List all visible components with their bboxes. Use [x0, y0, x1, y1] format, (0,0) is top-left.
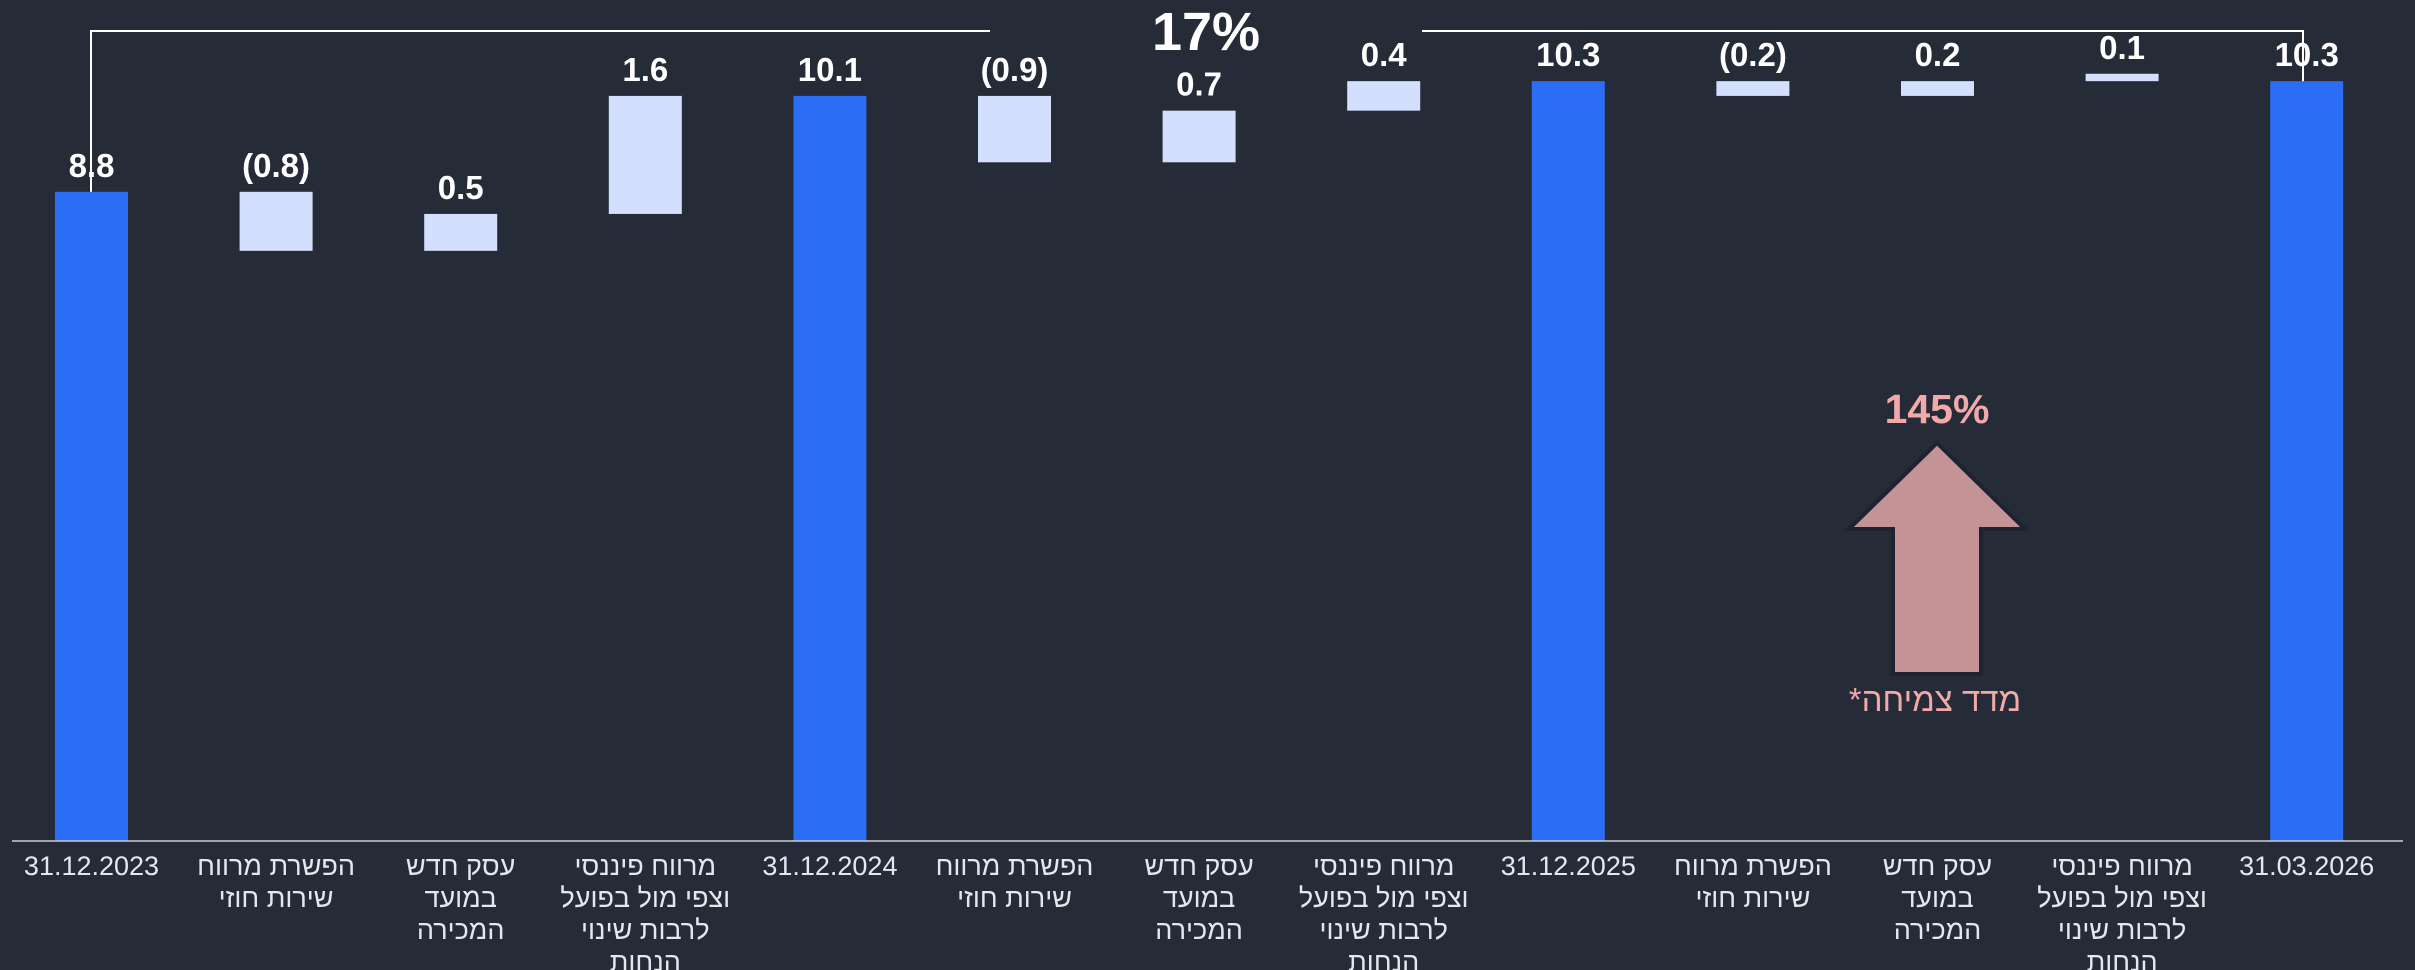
category-label: 31.12.2025 — [1501, 851, 1636, 881]
value-label: 10.3 — [2275, 36, 2339, 73]
change-bar — [1901, 81, 1974, 96]
bracket-left-line — [90, 30, 990, 262]
category-label: מרווח פיננסי וצפי מול בפועל לרבות שינוי הנח… — [2037, 851, 2207, 970]
growth-index: 145% מדד צמיחה* — [1844, 386, 2030, 718]
total-growth-label: 17% — [1152, 2, 1260, 62]
category-label: מרווח פיננסי וצפי מול בפועל לרבות שינוי הנח… — [1299, 851, 1469, 970]
value-label: 0.1 — [2099, 29, 2145, 66]
total-bar — [55, 191, 128, 842]
change-bar — [239, 191, 313, 251]
value-label: (0.2) — [1719, 36, 1787, 73]
value-label: 10.3 — [1536, 36, 1600, 73]
category-label: עסק חדש במועד המכירה — [1883, 851, 1992, 945]
category-label: עסק חדש במועד המכירה — [406, 851, 515, 945]
total-bar — [1531, 81, 1605, 842]
change-bar — [1347, 81, 1421, 111]
value-label: (0.8) — [242, 147, 310, 184]
up-arrow-icon — [1844, 440, 2030, 676]
value-label: 10.1 — [798, 51, 862, 88]
category-label: הפשרת מרווח שירות חוזי — [197, 851, 355, 913]
bars-group — [55, 73, 2344, 842]
category-label: הפשרת מרווח שירות חוזי — [1674, 851, 1832, 913]
value-label: 8.8 — [69, 147, 115, 184]
value-label: (0.9) — [981, 51, 1049, 88]
value-label: 1.6 — [622, 51, 668, 88]
category-label: מרווח פיננסי וצפי מול בפועל לרבות שינוי הנח… — [560, 851, 730, 970]
total-bar — [793, 95, 867, 842]
value-label: 0.4 — [1361, 36, 1408, 73]
category-label: הפשרת מרווח שירות חוזי — [936, 851, 1094, 913]
value-label: 0.5 — [438, 169, 484, 206]
value-label: 0.7 — [1176, 66, 1222, 103]
change-bar — [1162, 110, 1236, 163]
category-label: עסק חדש במועד המכירה — [1144, 851, 1253, 945]
growth-index-label: מדד צמיחה* — [1849, 681, 2021, 718]
change-bar — [608, 95, 682, 214]
growth-index-value: 145% — [1885, 386, 1990, 432]
change-bar — [424, 213, 498, 251]
category-labels-group: 31.12.2023 הפשרת מרווח שירות חוזי עסק חדש במ… — [24, 851, 2374, 970]
category-label: 31.12.2024 — [762, 851, 897, 881]
category-label: 31.12.2023 — [24, 851, 159, 881]
change-bar — [1716, 81, 1790, 96]
category-label: 31.03.2026 — [2239, 851, 2374, 881]
growth-bracket: 17% — [90, 2, 2314, 262]
value-label: 0.2 — [1915, 36, 1961, 73]
value-labels-group: 8.8 (0.8) 0.5 1.6 10.1 (0.9) 0.7 0.4 10.3 (0.2) 0.… — [69, 29, 2339, 206]
change-bar — [978, 95, 1051, 163]
change-bar — [2085, 73, 2159, 82]
total-bar — [2270, 81, 2344, 842]
